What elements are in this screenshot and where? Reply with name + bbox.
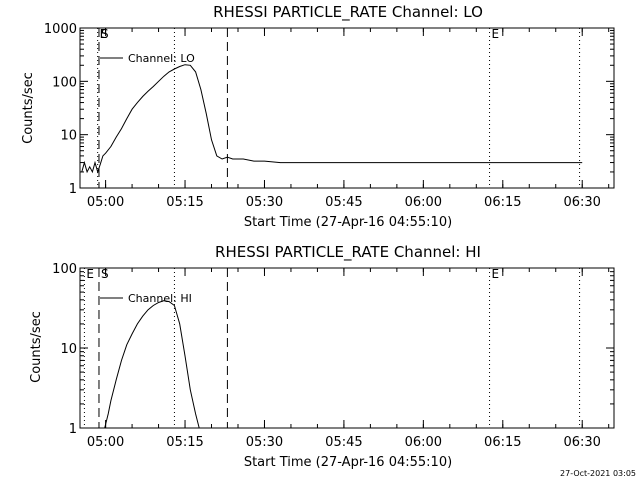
chart-title: RHESSI PARTICLE_RATE Channel: LO [213,3,483,22]
series-line [81,64,583,174]
x-tick-label: 06:15 [484,195,521,210]
y-tick-label: 1000 [44,22,77,37]
x-axis-label: Start Time (27-Apr-16 04:55:10) [244,215,452,230]
x-tick-label: 05:30 [246,195,283,210]
panel-channel-lo: RHESSI PARTICLE_RATE Channel: LO Start T… [21,3,615,230]
y-tick-label: 10 [60,129,77,144]
marker-label: S [101,267,109,281]
footer-timestamp: 27-Oct-2021 03:05 [560,469,636,478]
y-tick-label: 100 [52,262,77,277]
marker-label: E [86,267,94,281]
x-tick-label: 06:30 [563,435,600,450]
x-tick-label: 05:15 [166,195,203,210]
y-axis-label: Counts/sec [29,311,44,383]
series-line [104,300,200,428]
x-axis-label: Start Time (27-Apr-16 04:55:10) [244,455,452,470]
y-tick-label: 100 [52,75,77,90]
plot-area: 05:00 05:15 05:30 05:45 06:00 06:15 06:30 1 10 10… [52,262,615,450]
y-tick-label: 1 [69,182,77,197]
chart-title: RHESSI PARTICLE_RATE Channel: HI [215,243,481,262]
marker-label: E [492,27,500,41]
marker-label: E [100,27,108,41]
x-tick-label: 06:30 [563,195,600,210]
x-tick-label: 06:00 [405,435,442,450]
x-tick-label: 05:15 [166,435,203,450]
series-group [104,300,200,428]
plot-frame [79,27,615,189]
x-tick-label: 06:15 [484,435,521,450]
legend-entry: Channel: HI [128,292,192,305]
y-tick-label: 10 [60,342,77,357]
y-axis-label: Counts/sec [21,72,36,144]
y-tick-label: 1 [69,422,77,437]
plot-area: 05:00 05:15 05:30 05:45 06:00 06:15 06:30 1 10 10… [44,22,615,210]
x-tick-label: 05:45 [325,195,362,210]
x-tick-label: 05:45 [325,435,362,450]
series-group [81,64,583,174]
panel-channel-hi: RHESSI PARTICLE_RATE Channel: HI Start T… [29,243,615,470]
x-tick-label: 05:00 [87,195,124,210]
legend-entry: Channel: LO [128,52,195,65]
x-tick-label: 06:00 [405,195,442,210]
marker-label: E [492,267,500,281]
x-tick-label: 05:00 [87,435,124,450]
x-tick-label: 05:30 [246,435,283,450]
marker-label: S [101,27,109,41]
